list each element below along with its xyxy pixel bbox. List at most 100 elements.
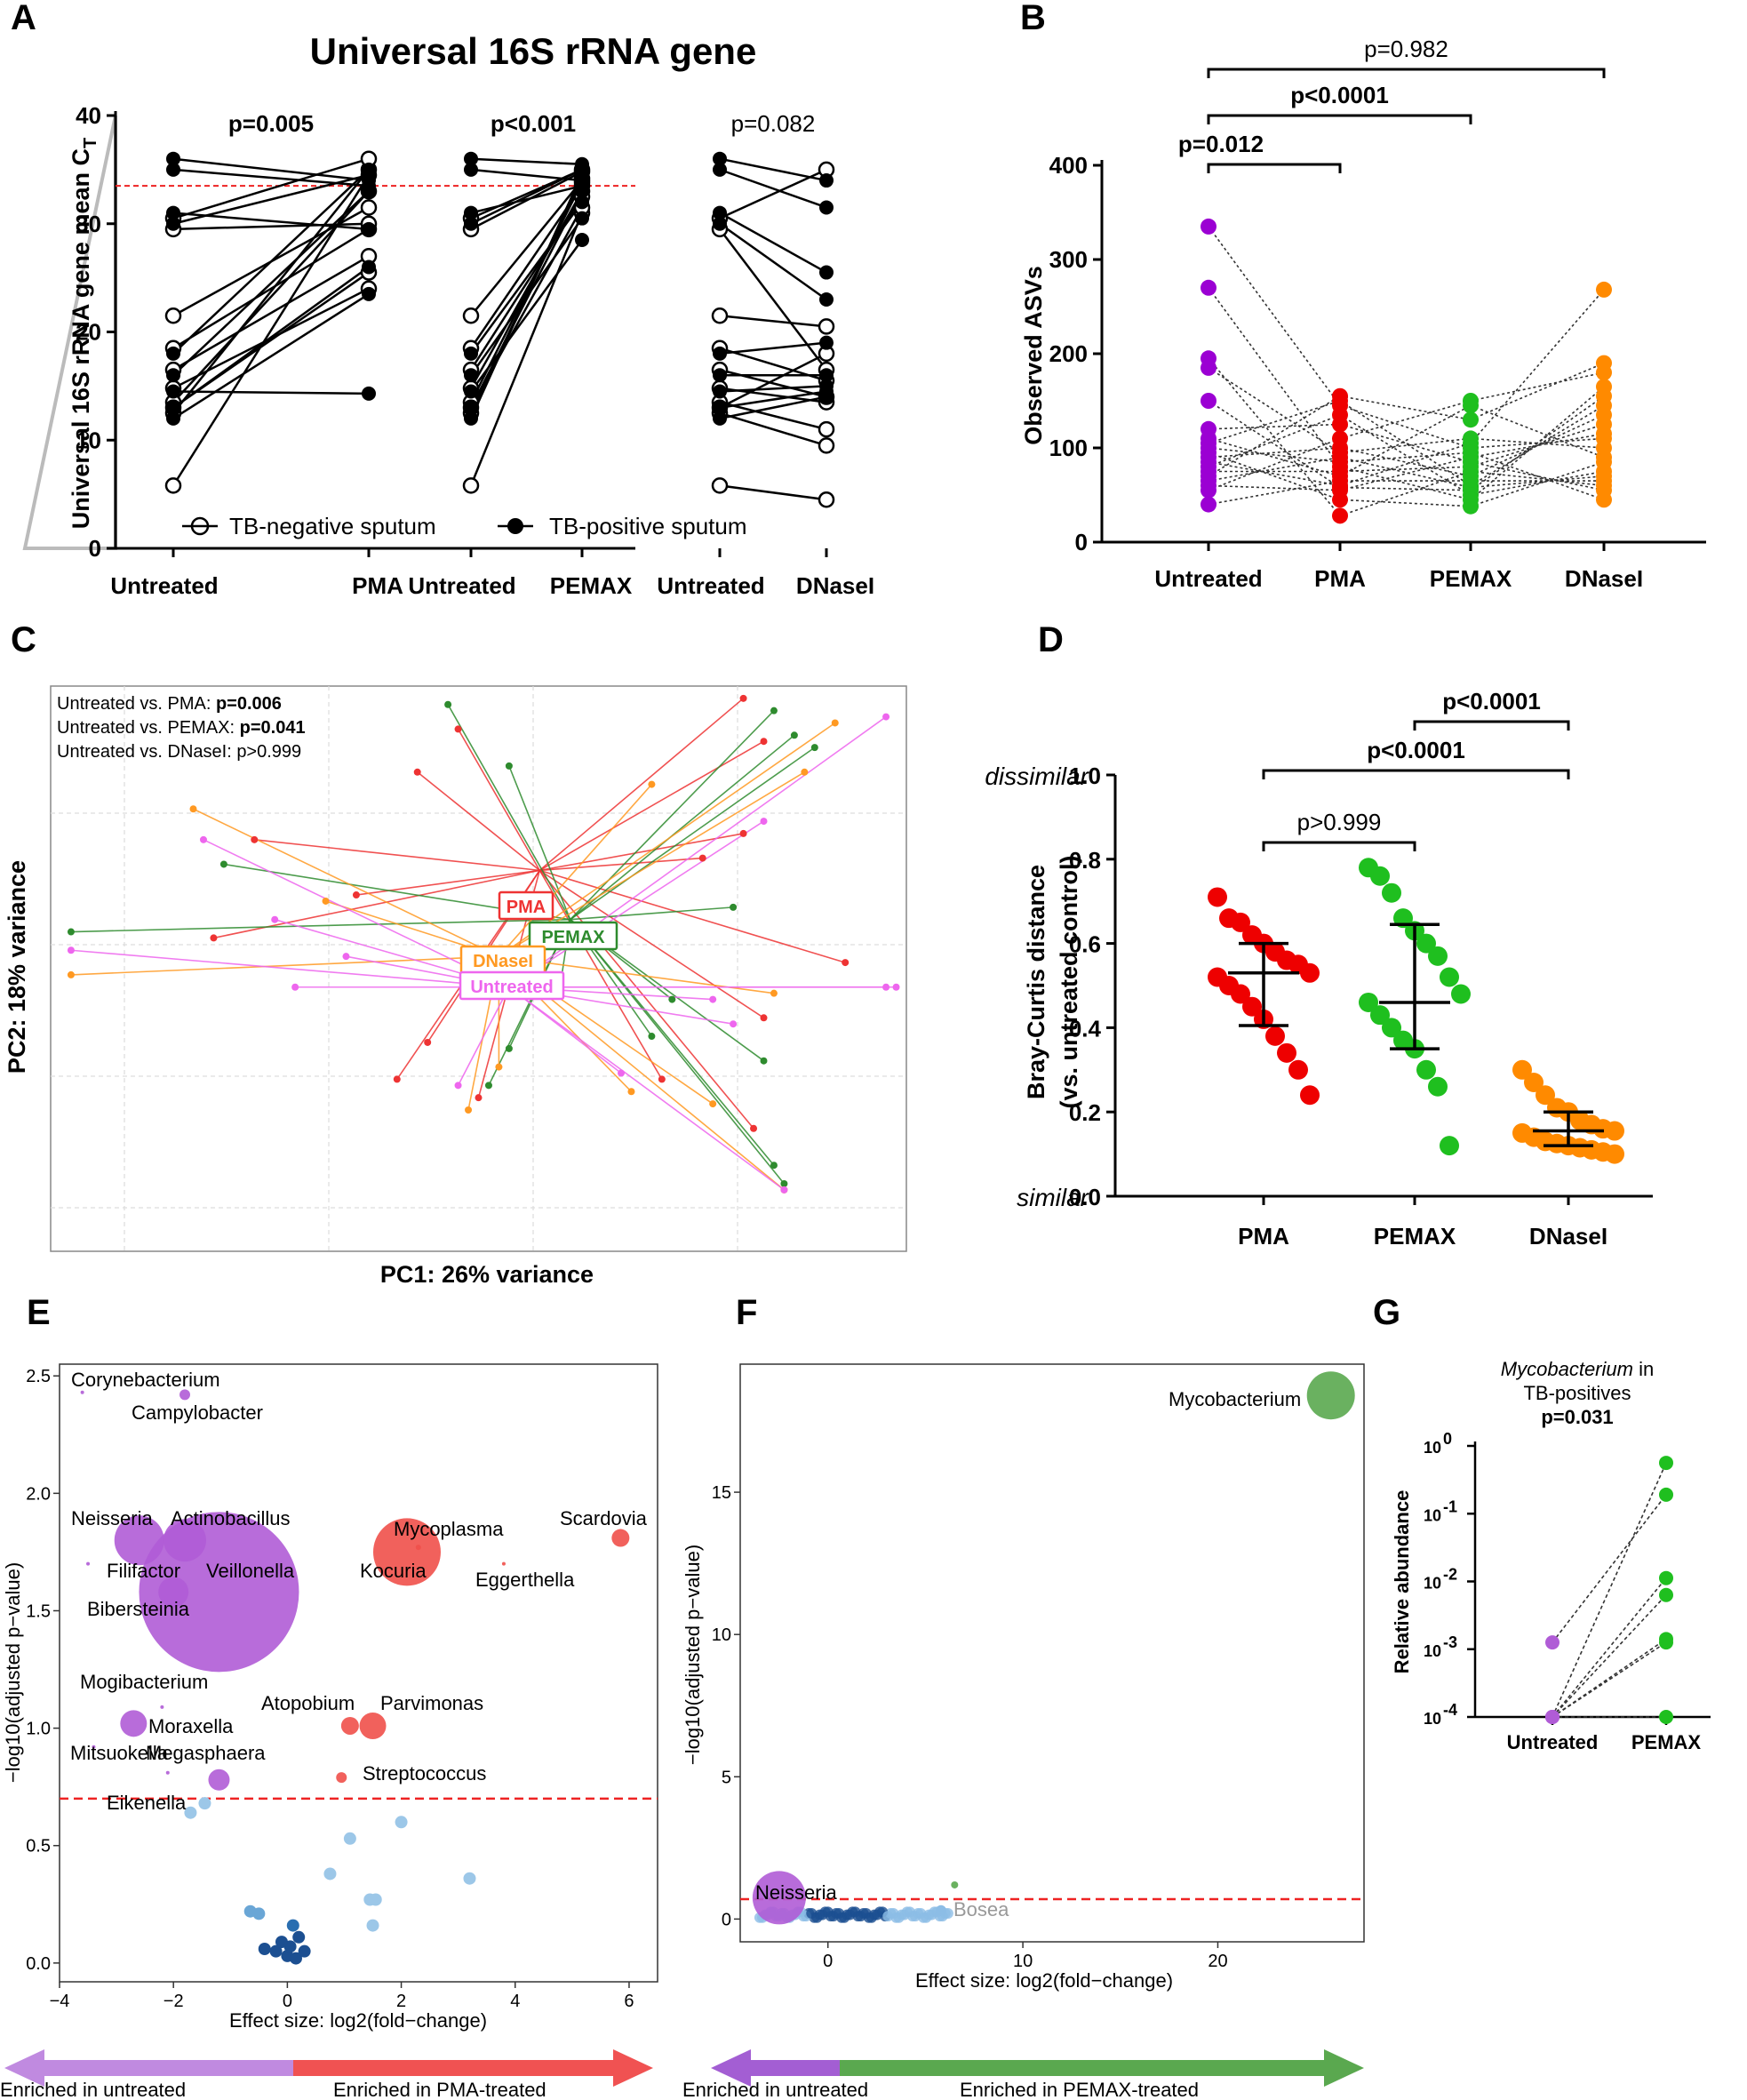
panel-label-f: F — [736, 1293, 758, 1332]
pair-line — [719, 314, 827, 328]
x-tick-label: 6 — [624, 1992, 634, 2011]
pair-line — [1339, 456, 1472, 491]
asv-point — [1596, 364, 1612, 381]
plot-frame — [59, 1363, 658, 1983]
pair-line — [1552, 1638, 1667, 1718]
sample-point — [709, 995, 717, 1003]
x-tick-label: Untreated — [110, 572, 218, 599]
sample-point — [831, 719, 839, 727]
centroid-spoke — [70, 918, 570, 933]
x-tick-label: DNaseI — [1565, 565, 1643, 592]
asv-point — [1332, 491, 1348, 508]
significance-bracket — [1262, 841, 1416, 851]
pair-line — [469, 190, 584, 409]
tb-positive-point — [464, 411, 478, 426]
x-tick-label: 10 — [1013, 1952, 1033, 1971]
y-tick-exponent: 0 — [1443, 1430, 1452, 1448]
pair-line — [1339, 442, 1472, 487]
tb-positive-point — [713, 384, 727, 399]
pair-line — [172, 173, 370, 225]
bracket-label: p<0.0001 — [1367, 737, 1465, 763]
taxon-bubble — [165, 1770, 170, 1775]
y-tick-exponent: -1 — [1443, 1497, 1457, 1515]
y-axis-label: −log10(adjusted p−value) — [2, 1562, 24, 1783]
tb-positive-point — [362, 286, 376, 301]
y-tick-label: 0 — [1075, 529, 1088, 555]
centroid-spoke — [70, 949, 509, 988]
panel-label-c: C — [11, 620, 36, 659]
asv-point — [1463, 498, 1479, 515]
x-tick-label: Untreated — [1507, 1731, 1599, 1753]
distance-point — [1382, 882, 1401, 903]
y-tick-label: 10 — [1424, 1575, 1441, 1593]
panel-c: PMA PEMAX DNaseI Untreated Untreated vs. PMA… — [4, 685, 907, 1288]
pemax-point — [1659, 1710, 1673, 1724]
pemax-point — [1659, 1456, 1673, 1471]
sample-point — [882, 983, 890, 991]
pair-line — [719, 168, 827, 209]
pair-line — [719, 157, 827, 182]
taxon-label: Veillonella — [206, 1560, 295, 1582]
sample-point — [892, 983, 900, 991]
pair-line — [1208, 357, 1341, 516]
y-tick-label: 0.0 — [26, 1954, 51, 1974]
tb-positive-point — [713, 411, 727, 426]
centroid-spoke — [417, 771, 540, 872]
nonsignificant-point — [292, 1930, 306, 1944]
panel-label-e: E — [27, 1293, 51, 1332]
sample-point — [444, 700, 452, 708]
taxon-label: Streptococcus — [363, 1762, 486, 1785]
tb-positive-point — [819, 200, 834, 215]
p-value-label: p=0.005 — [228, 110, 314, 137]
sample-point — [475, 1094, 483, 1102]
sample-point — [750, 1124, 758, 1132]
pair-line — [1470, 470, 1605, 496]
taxon-bubble — [160, 1705, 164, 1709]
asv-point — [1201, 393, 1217, 409]
asv-point — [1463, 411, 1479, 428]
chart-title: Mycobacterium in — [1501, 1358, 1654, 1380]
x-tick-label: −4 — [50, 1992, 70, 2011]
pair-line — [1339, 456, 1472, 489]
tb-positive-point — [575, 195, 589, 210]
taxon-bubble — [208, 1769, 230, 1791]
distance-point — [1512, 1059, 1532, 1080]
tb-positive-point — [464, 151, 478, 166]
centroid-spoke — [538, 740, 764, 872]
panel-b: Observed ASVs 0 100 200 300 400 Untreated PMA PE… — [1020, 36, 1706, 592]
tb-positive-point — [362, 386, 376, 401]
centroid-label-box — [498, 890, 554, 921]
tb-negative-point — [360, 199, 378, 216]
chart-subtitle: TB-positives — [1523, 1382, 1631, 1404]
significance-bracket — [1207, 163, 1342, 173]
nonsignificant-point — [286, 1919, 299, 1932]
pair-line — [172, 157, 370, 220]
sample-point — [801, 768, 809, 776]
pair-line — [1339, 404, 1472, 477]
pair-line — [1208, 456, 1341, 482]
tb-positive-point — [819, 291, 834, 307]
distance-point — [1451, 984, 1471, 1004]
taxon-label: Mycoplasma — [394, 1518, 504, 1540]
taxon-label: Mogibacterium — [80, 1671, 208, 1693]
significance-bracket — [1207, 68, 1606, 78]
legend-label-negative: TB-negative sputum — [229, 513, 436, 539]
stat-annotation-value: p=0.041 — [240, 718, 306, 738]
untreated-point — [1545, 1635, 1560, 1650]
centroid-spoke — [508, 820, 764, 988]
taxon-bubble — [752, 1871, 806, 1925]
pair-line — [1470, 437, 1605, 449]
sample-point — [739, 694, 747, 702]
stat-annotation-value: p=0.006 — [216, 694, 282, 714]
distance-point — [1231, 912, 1250, 932]
tb-positive-point — [166, 151, 180, 166]
bracket-label: p=0.982 — [1364, 36, 1448, 62]
distance-point — [1524, 1073, 1544, 1093]
pair-line — [1339, 466, 1472, 501]
x-tick-label: PEMAX — [1430, 565, 1512, 592]
nonsignificant-point — [343, 1832, 356, 1845]
sample-point — [352, 891, 360, 899]
y-axis-label-sub: T — [81, 138, 100, 148]
taxon-label: Corynebacterium — [71, 1369, 220, 1391]
